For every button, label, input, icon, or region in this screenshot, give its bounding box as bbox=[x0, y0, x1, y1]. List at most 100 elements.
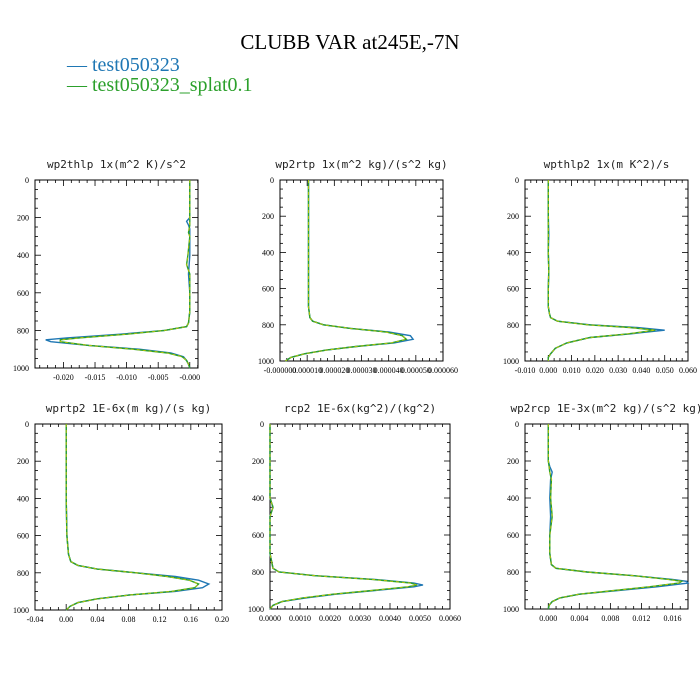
y-tick-label: 1000 bbox=[248, 605, 264, 614]
panel-title: rcp2 1E-6x(kg^2)/(kg^2) bbox=[284, 402, 436, 415]
x-tick-label: 0.000 bbox=[539, 366, 557, 375]
y-tick-label: 0 bbox=[25, 420, 29, 429]
panel-title: wp2rcp 1E-3x(m^2 kg)/(s^2 kg) bbox=[510, 402, 700, 415]
x-tick-label: -0.000 bbox=[179, 373, 200, 382]
x-tick-label: -0.000000 bbox=[264, 366, 297, 375]
x-tick-label: 0.08 bbox=[122, 615, 136, 624]
series-line-2-dash bbox=[547, 424, 683, 610]
y-tick-label: 600 bbox=[262, 285, 274, 294]
x-tick-label: 0.000040 bbox=[374, 366, 404, 375]
x-tick-label: 0.0000 bbox=[259, 614, 281, 623]
x-tick-label: 0.012 bbox=[632, 614, 650, 623]
y-tick-label: 400 bbox=[507, 248, 519, 257]
y-tick-label: 800 bbox=[507, 321, 519, 330]
x-tick-label: 0.0060 bbox=[439, 614, 461, 623]
x-tick-label: 0.000010 bbox=[292, 366, 322, 375]
legend-line-dash: — bbox=[67, 54, 87, 76]
x-tick-label: 0.010 bbox=[563, 366, 581, 375]
x-tick-label: 0.00 bbox=[59, 615, 73, 624]
y-tick-label: 200 bbox=[252, 457, 264, 466]
y-tick-label: 1000 bbox=[503, 357, 519, 366]
legend-item-series-1: — test050323 bbox=[67, 54, 180, 76]
y-tick-label: 800 bbox=[17, 569, 29, 578]
y-tick-label: 800 bbox=[17, 326, 29, 335]
series-line-1 bbox=[547, 180, 665, 361]
y-tick-label: 600 bbox=[507, 285, 519, 294]
x-tick-label: 0.004 bbox=[570, 614, 588, 623]
y-tick-label: 800 bbox=[252, 568, 264, 577]
y-tick-label: 600 bbox=[17, 289, 29, 298]
y-tick-label: 1000 bbox=[13, 364, 29, 373]
x-tick-label: 0.04 bbox=[90, 615, 104, 624]
panel-title: wpthlp2 1x(m K^2)/s bbox=[544, 158, 670, 171]
chart-panel-6: wp2rcp 1E-3x(m^2 kg)/(s^2 kg) 0 200 400 600 8… bbox=[503, 402, 700, 623]
y-tick-label: 400 bbox=[17, 494, 29, 503]
x-tick-label: 0.030 bbox=[609, 366, 627, 375]
y-tick-label: 800 bbox=[262, 321, 274, 330]
x-tick-label: -0.005 bbox=[148, 373, 169, 382]
x-tick-label: 0.008 bbox=[601, 614, 619, 623]
panel-title: wp2thlp 1x(m^2 K)/s^2 bbox=[47, 158, 186, 171]
y-tick-label: 600 bbox=[252, 531, 264, 540]
series-line-1 bbox=[45, 180, 191, 369]
y-tick-label: 200 bbox=[17, 457, 29, 466]
x-tick-label: 0.0050 bbox=[409, 614, 431, 623]
series-line-2-dash bbox=[547, 180, 656, 361]
plot-frame bbox=[279, 179, 444, 362]
series-line-2 bbox=[547, 180, 656, 361]
chart-panel-1: wp2thlp 1x(m^2 K)/s^2 0 200 400 600 800 1000 -0… bbox=[13, 158, 200, 382]
legend-item-series-2: — test050323_splat0.1 bbox=[67, 74, 253, 96]
legend-label: test050323_splat0.1 bbox=[92, 74, 253, 96]
x-tick-label: 0.020 bbox=[586, 366, 604, 375]
x-tick-label: 0.040 bbox=[632, 366, 650, 375]
plot-frame bbox=[524, 423, 689, 610]
x-tick-label: 0.060 bbox=[679, 366, 697, 375]
series-line-1 bbox=[65, 424, 211, 611]
series-line-2 bbox=[547, 424, 684, 610]
series-line-2 bbox=[59, 180, 191, 369]
x-tick-label: -0.010 bbox=[116, 373, 137, 382]
y-tick-label: 400 bbox=[17, 251, 29, 260]
series-line-2-dash bbox=[65, 424, 200, 611]
y-tick-label: 200 bbox=[507, 212, 519, 221]
panel-title: wp2rtp 1x(m^2 kg)/(s^2 kg) bbox=[275, 158, 447, 171]
x-tick-label: -0.010 bbox=[515, 366, 536, 375]
x-tick-label: -0.020 bbox=[53, 373, 74, 382]
y-tick-label: 600 bbox=[17, 532, 29, 541]
y-tick-label: 600 bbox=[507, 531, 519, 540]
plot-frame bbox=[34, 179, 199, 369]
y-tick-label: 1000 bbox=[258, 357, 274, 366]
x-tick-label: 0.016 bbox=[663, 614, 681, 623]
x-tick-label: 0.20 bbox=[215, 615, 229, 624]
y-tick-label: 1000 bbox=[503, 605, 519, 614]
x-tick-label: 0.050 bbox=[656, 366, 674, 375]
chart-panel-5: rcp2 1E-6x(kg^2)/(kg^2) 0 200 400 600 800 1000… bbox=[248, 402, 461, 623]
series-line-2 bbox=[269, 424, 418, 610]
series-line-2-dash bbox=[59, 180, 191, 369]
legend-line-dash: — bbox=[67, 74, 87, 96]
chart-panel-4: wprtp2 1E-6x(m kg)/(s kg) 0 200 400 600 800 10… bbox=[13, 402, 229, 624]
figure-title: CLUBB VAR at245E,-7N bbox=[240, 30, 460, 54]
chart-panel-3: wpthlp2 1x(m K^2)/s 0 200 400 600 800 1000-0.0… bbox=[503, 158, 697, 375]
y-tick-label: 200 bbox=[507, 457, 519, 466]
x-tick-label: 0.000020 bbox=[319, 366, 349, 375]
x-tick-label: 0.000 bbox=[539, 614, 557, 623]
x-tick-label: 0.0040 bbox=[379, 614, 401, 623]
x-tick-label: 0.16 bbox=[184, 615, 198, 624]
y-tick-label: 0 bbox=[25, 176, 29, 185]
x-tick-label: -0.015 bbox=[85, 373, 106, 382]
series-line-2 bbox=[65, 424, 200, 611]
y-tick-label: 200 bbox=[17, 214, 29, 223]
x-tick-label: 0.000060 bbox=[428, 366, 458, 375]
y-tick-label: 0 bbox=[270, 176, 274, 185]
series-line-1 bbox=[269, 424, 424, 610]
plot-frame bbox=[269, 423, 451, 610]
x-tick-label: 0.0020 bbox=[319, 614, 341, 623]
y-tick-label: 200 bbox=[262, 212, 274, 221]
series-line-2-dash bbox=[285, 180, 408, 362]
y-tick-label: 1000 bbox=[13, 606, 29, 615]
y-tick-label: 800 bbox=[507, 568, 519, 577]
series-line-2 bbox=[285, 180, 408, 362]
x-tick-label: -0.04 bbox=[27, 615, 44, 624]
